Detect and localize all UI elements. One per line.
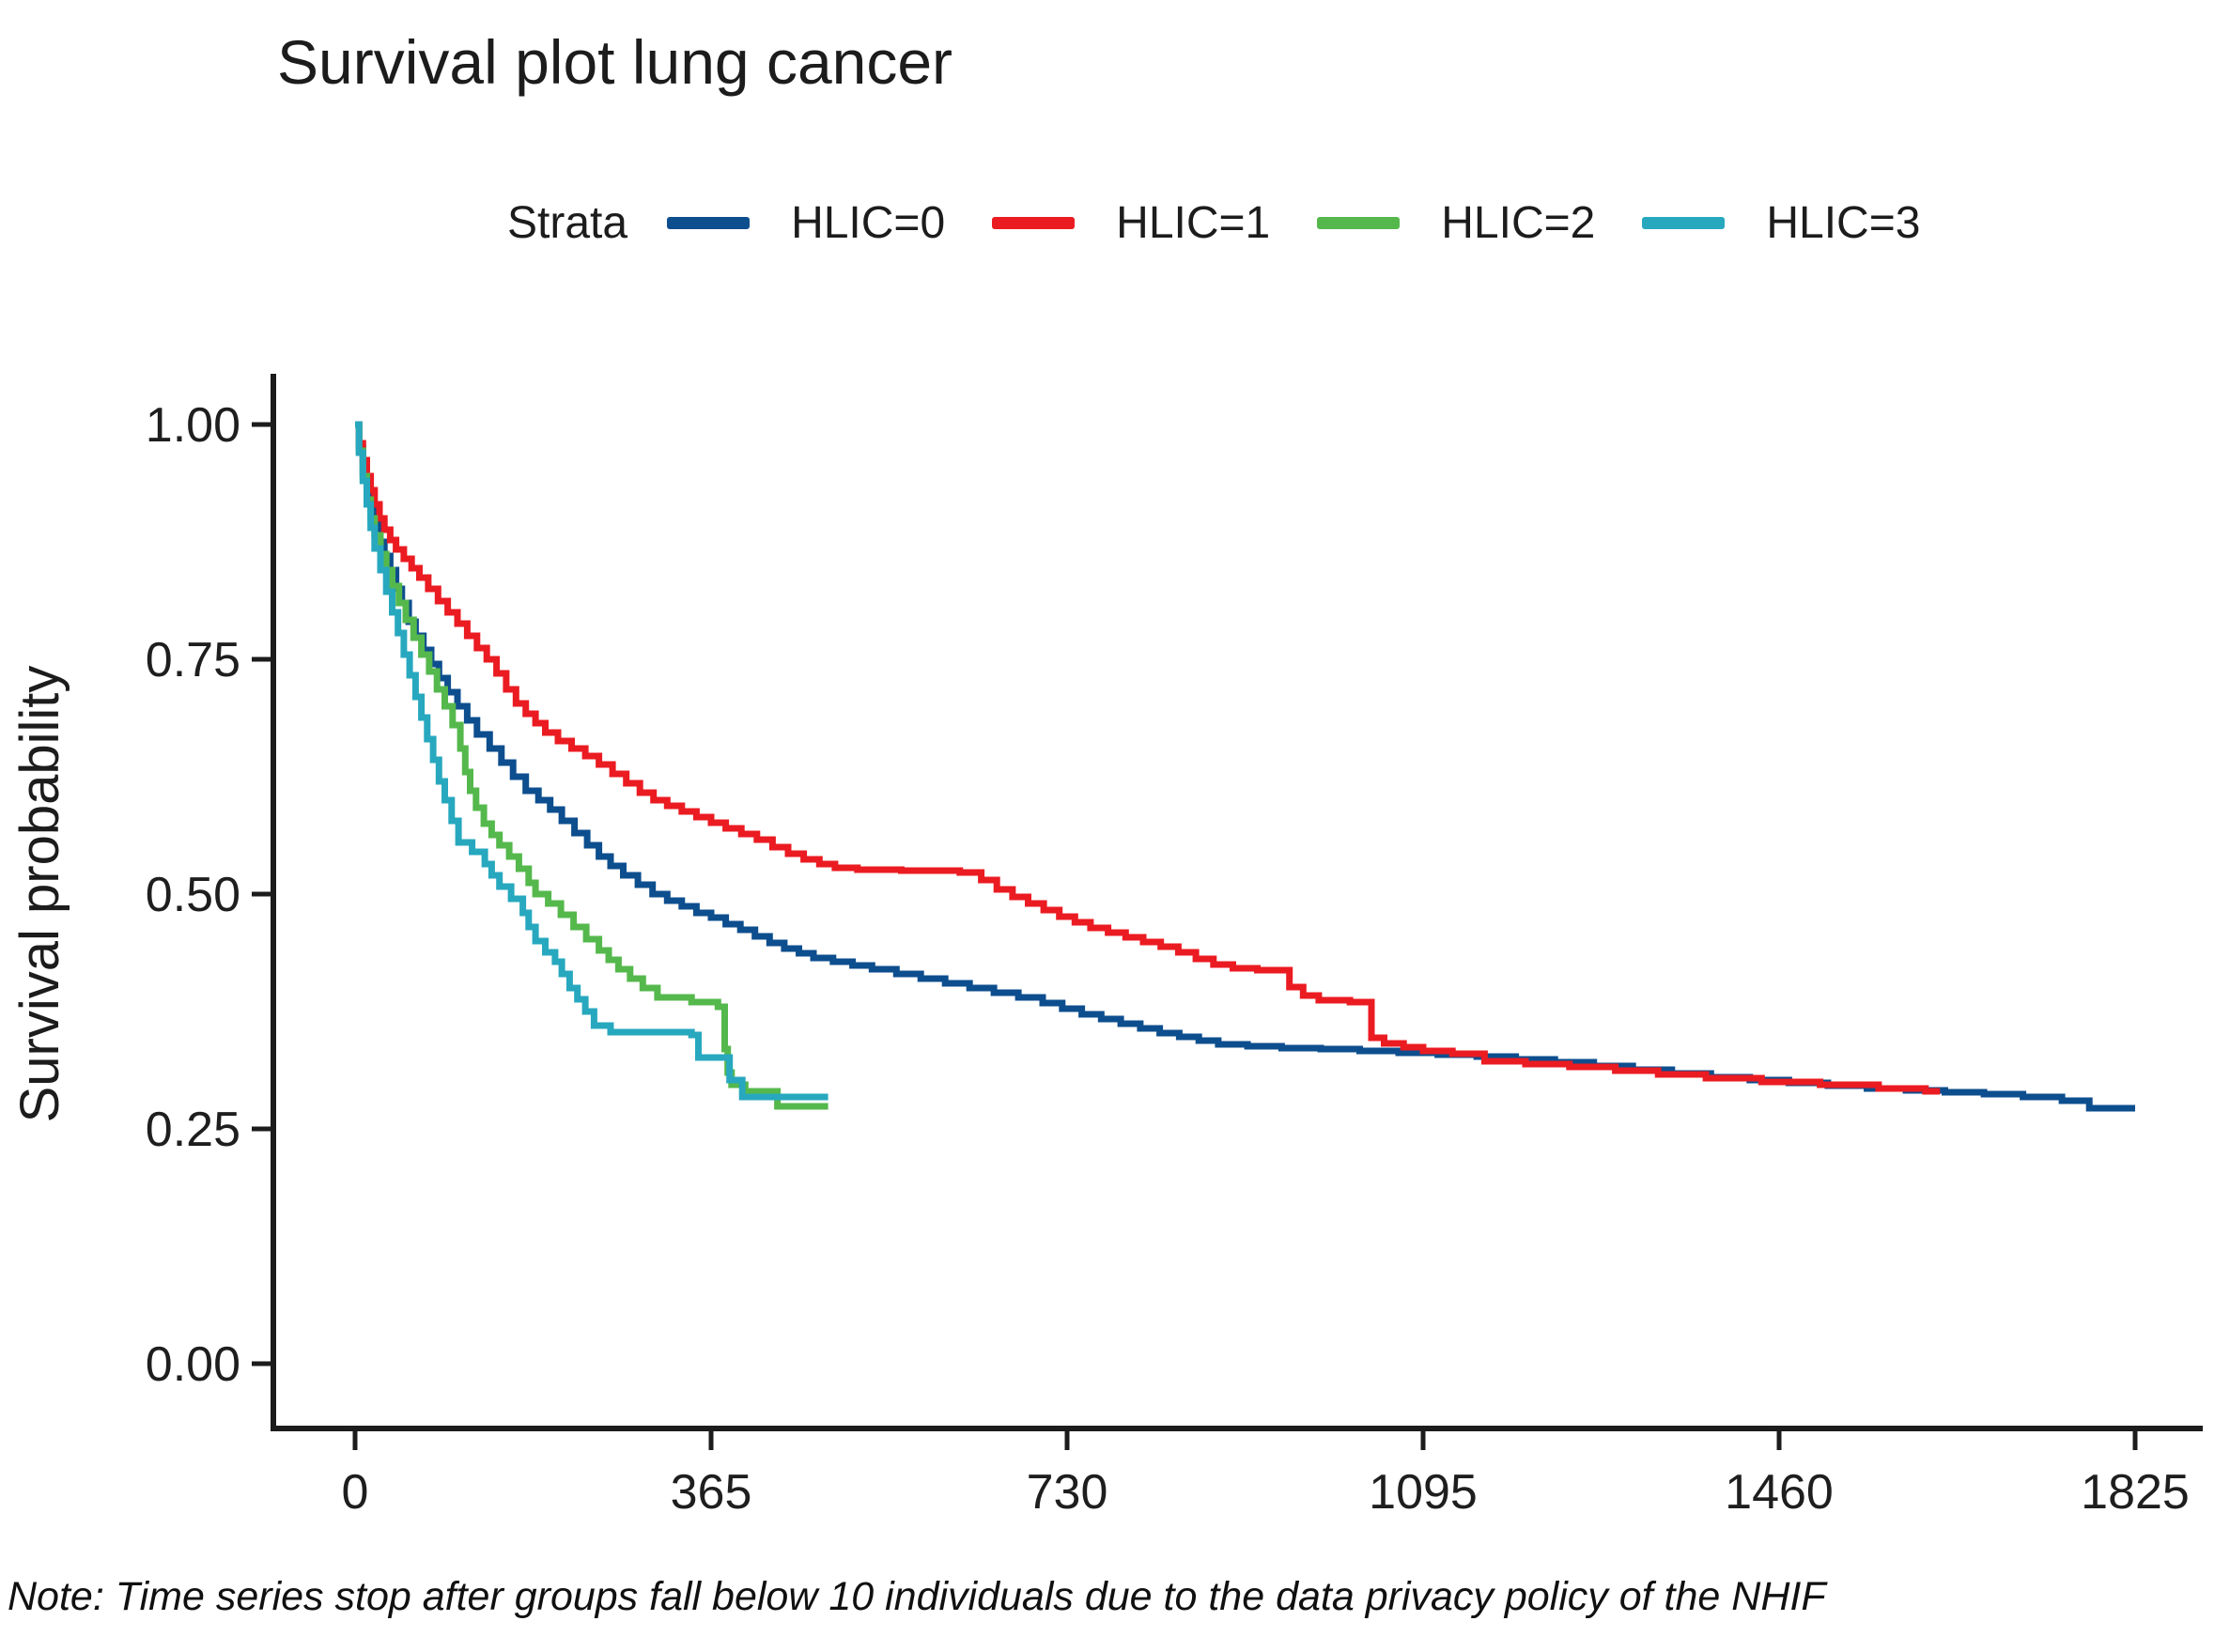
y-tick-label: 0.25 (146, 1103, 240, 1157)
legend-item-label: HLIC=2 (1441, 197, 1596, 248)
legend-item-hlic=3: HLIC=3 (1642, 197, 1920, 249)
chart-title: Survival plot lung cancer (277, 27, 953, 97)
legend-item-hlic=0: HLIC=0 (667, 197, 945, 249)
x-tick-label: 1095 (1369, 1465, 1478, 1520)
legend-swatch-2 (1317, 216, 1401, 229)
y-axis-label: Survival probability (9, 666, 70, 1123)
km-curve-hlic-1 (355, 421, 1941, 1095)
legend: Strata HLIC=0 HLIC=1 HLIC=2 HLIC=3 (507, 195, 1967, 250)
x-tick-label: 1460 (1725, 1465, 1834, 1520)
km-curve-hlic-3 (355, 421, 829, 1101)
legend-swatch-0 (667, 216, 751, 229)
km-curve-hlic-0 (355, 421, 2135, 1112)
x-tick-label: 1825 (2081, 1465, 2190, 1520)
legend-item-label: HLIC=1 (1116, 197, 1271, 248)
axis-lines (271, 374, 2203, 1431)
legend-item-hlic=1: HLIC=1 (992, 197, 1270, 249)
legend-item-hlic=2: HLIC=2 (1317, 197, 1595, 249)
legend-swatch-3 (1642, 216, 1726, 229)
y-tick-label: 0.50 (146, 868, 240, 922)
legend-strata-label: Strata (507, 197, 628, 248)
x-tick-label: 365 (671, 1465, 752, 1520)
km-curve-hlic-2 (355, 421, 829, 1110)
x-tick-label: 0 (342, 1465, 369, 1520)
note-text: Note: Time series stop after groups fall… (8, 1574, 1826, 1619)
legend-item-label: HLIC=3 (1766, 197, 1921, 248)
y-tick-label: 1.00 (146, 398, 240, 453)
y-tick-label: 0.75 (146, 633, 240, 687)
y-tick-label: 0.00 (146, 1337, 240, 1392)
legend-item-label: HLIC=0 (791, 197, 946, 248)
legend-swatch-1 (992, 216, 1076, 229)
x-tick-label: 730 (1027, 1465, 1108, 1520)
